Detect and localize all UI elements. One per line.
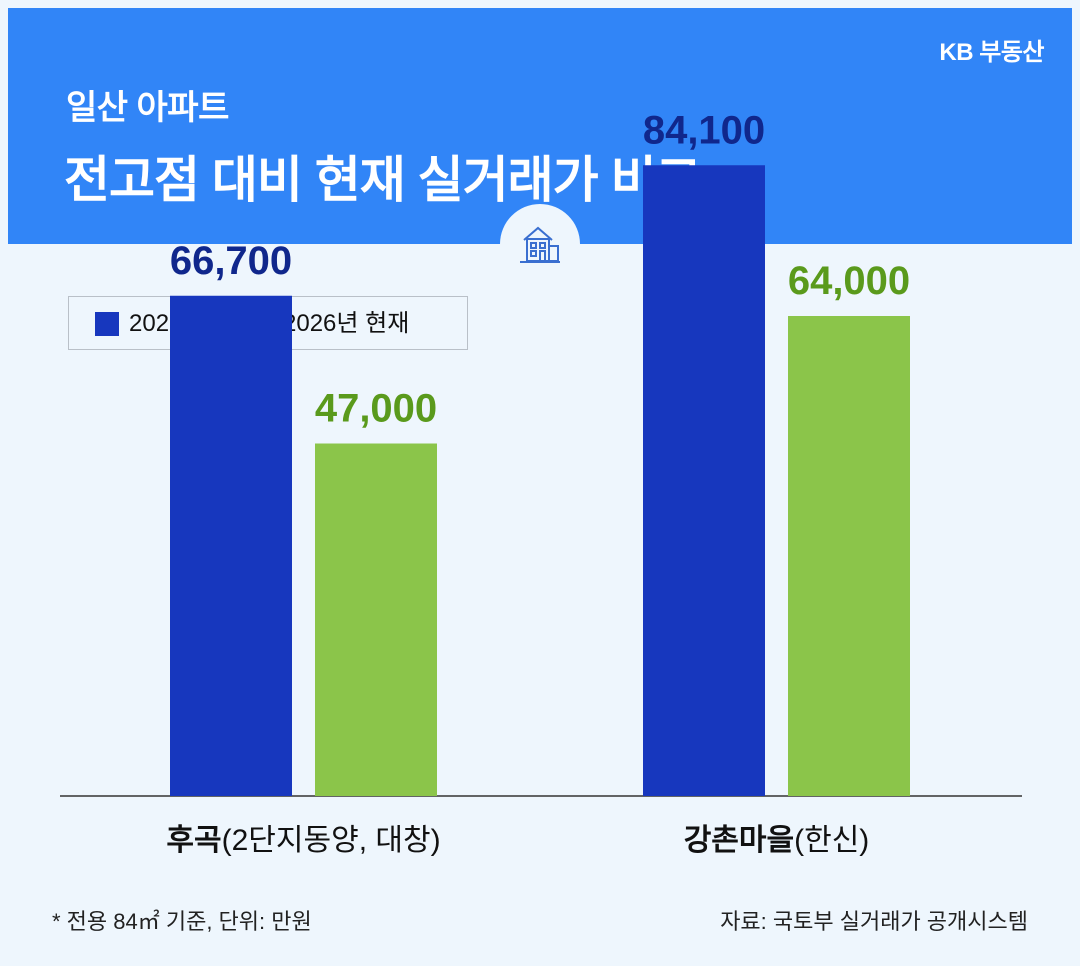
source-note: 자료: 국토부 실거래가 공개시스템 (720, 909, 1028, 934)
brand-logo: KB 부동산 (939, 39, 1044, 66)
bar-2026-0 (315, 443, 437, 796)
data-label-2022-0: 66,700 (170, 239, 292, 283)
category-label-1: 강촌마을(한신) (684, 824, 870, 857)
house-icon (520, 226, 560, 263)
house-badge (500, 204, 580, 284)
category-label-0: 후곡(2단지동양, 대창) (166, 824, 440, 857)
legend-label-2026: 2026년 현재 (283, 310, 410, 337)
data-label-2026-1: 64,000 (788, 259, 910, 303)
bar-2022-1 (643, 165, 765, 796)
data-label-2022-1: 84,100 (643, 108, 765, 152)
legend-swatch-2022 (95, 312, 119, 336)
chart-title: 전고점 대비 현재 실거래가 비교 (64, 152, 702, 208)
bar-2022-0 (170, 295, 292, 796)
bar-2026-1 (788, 316, 910, 796)
chart-subtitle: 일산 아파트 (66, 89, 229, 127)
footnote: * 전용 84㎡ 기준, 단위: 만원 (52, 909, 312, 934)
data-label-2026-0: 47,000 (315, 387, 437, 431)
